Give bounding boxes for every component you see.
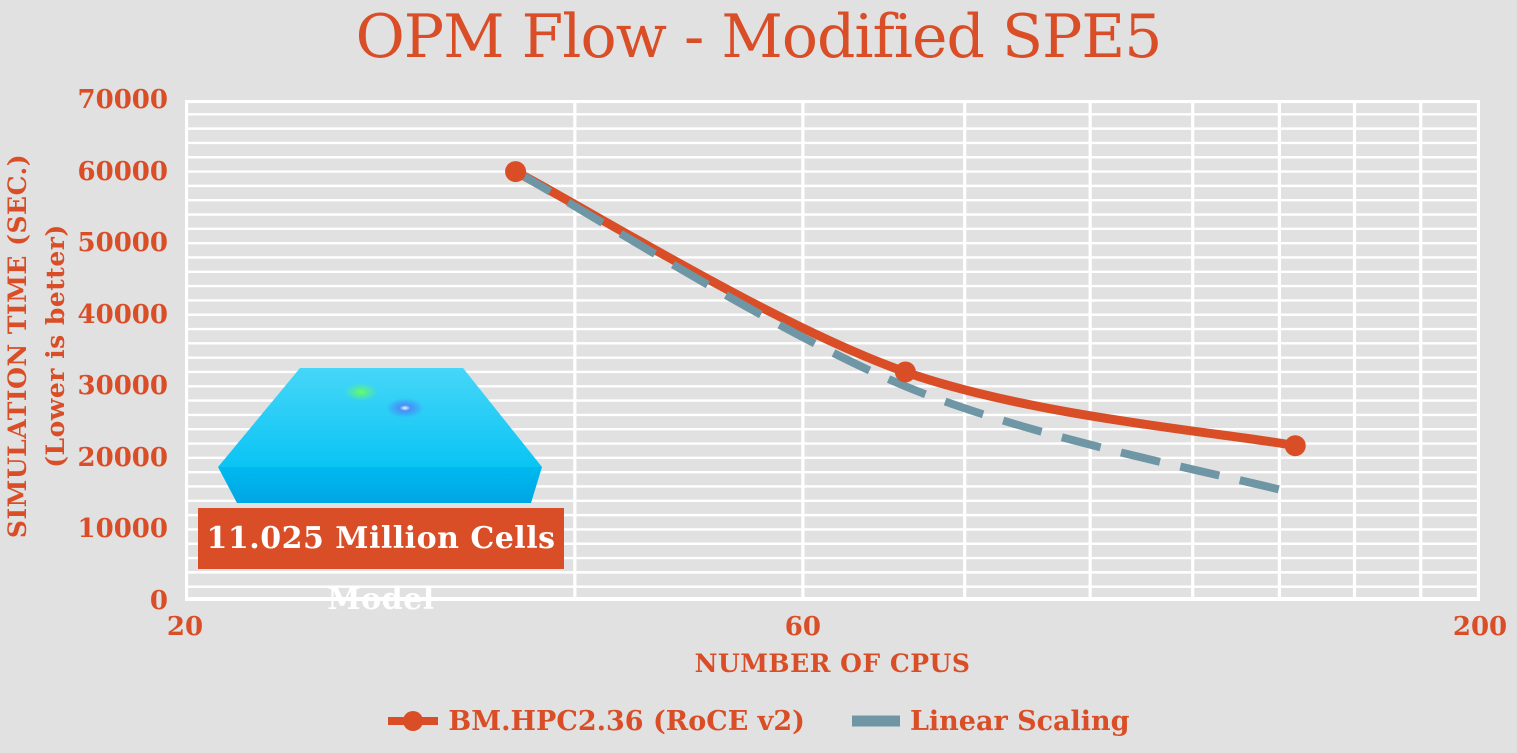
y-tick-label: 60000 [77, 156, 168, 187]
data-point-marker [894, 361, 916, 383]
legend-item-series2: Linear Scaling [851, 706, 1130, 737]
reservoir-model-image [218, 368, 542, 503]
chart-legend: BM.HPC2.36 (RoCE v2) Linear Scaling [0, 700, 1517, 742]
y-tick-label: 40000 [77, 299, 168, 330]
x-tick-label: 20 [166, 612, 204, 642]
legend-label-series1: BM.HPC2.36 (RoCE v2) [448, 705, 805, 737]
annotation-box: 11.025 Million Cells Model [198, 508, 564, 617]
x-tick-label: 60 [784, 612, 821, 642]
legend-swatch-dash-icon [851, 715, 900, 727]
annotation-label: 11.025 Million Cells Model [206, 521, 556, 617]
series-line-1 [511, 167, 1300, 451]
y-tick-label: 70000 [77, 85, 168, 115]
y-tick-label: 30000 [77, 371, 168, 402]
chart-title: OPM Flow - Modified SPE5 [355, 2, 1163, 72]
y-tick-label: 20000 [77, 442, 168, 473]
data-point-marker [1284, 435, 1306, 457]
y-tick-label: 10000 [77, 514, 168, 545]
legend-swatch-line-marker-icon [388, 711, 439, 731]
x-axis-title: NUMBER OF CPUS [694, 649, 971, 678]
legend-item-series1: BM.HPC2.36 (RoCE v2) [387, 706, 805, 737]
y-tick-label: 50000 [77, 228, 168, 259]
model-top-face [218, 368, 542, 467]
y-tick-label: 0 [149, 586, 168, 616]
model-blue-spot [386, 398, 424, 418]
legend-label-series2: Linear Scaling [909, 705, 1130, 737]
data-point-marker [505, 161, 527, 183]
model-green-spot [344, 383, 378, 401]
model-front-face [218, 467, 542, 503]
x-tick-label: 200 [1452, 612, 1508, 642]
series-line-2 [513, 168, 1297, 498]
